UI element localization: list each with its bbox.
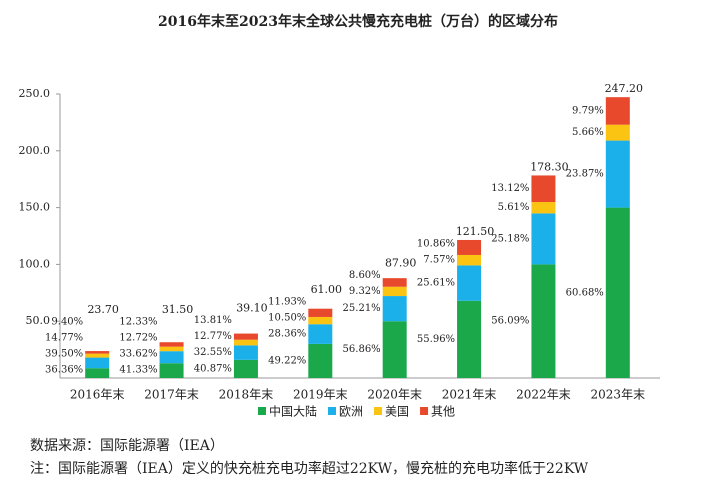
data-label: 5.66% [572,127,604,138]
y-tick-label: 50.0 [26,314,51,327]
total-label: 39.10 [236,302,268,315]
bar-segment [233,333,258,340]
data-label: 25.61% [417,278,455,289]
data-label: 39.50% [45,349,83,360]
bar-segment [159,346,184,352]
bar-segment [159,342,184,347]
bar-segment [531,202,556,214]
x-tick-label: 2020年末 [367,388,422,402]
bar-segment [85,351,110,354]
bar-segment [457,300,482,378]
bar-segment [233,339,258,346]
data-label: 33.62% [119,349,157,360]
source: 数据来源：国际能源署（IEA） [30,438,224,454]
legend-swatch [328,407,337,415]
data-label: 49.22% [268,355,306,366]
data-label: 36.36% [45,365,83,376]
data-label: 28.36% [268,329,306,340]
bar-segment [382,278,407,287]
legend-label: 中国大陆 [269,404,317,419]
data-label: 13.12% [491,183,529,194]
bar-segment [85,368,110,378]
bar-segment [85,353,110,358]
data-label: 32.55% [194,347,232,358]
total-label: 61.00 [311,283,343,296]
bar-segment [605,140,630,208]
bar-segment [531,264,556,378]
data-label: 10.50% [268,313,306,324]
bar-segment [159,363,184,378]
bar-segment [457,239,482,255]
bar-segment [605,97,630,125]
total-label: 247.20 [605,82,644,95]
data-label: 12.33% [119,317,157,328]
bar-segment [605,207,630,378]
data-label: 60.68% [566,287,604,298]
y-tick-label: 250.0 [19,87,51,100]
legend-swatch [374,407,383,415]
data-label: 25.18% [491,233,529,244]
legend-label: 欧洲 [339,405,363,419]
data-label: 41.33% [119,365,157,376]
data-label: 7.57% [423,255,455,266]
bar-segment [233,359,258,378]
bar-segment [308,316,333,325]
x-tick-label: 2018年末 [219,388,274,402]
data-label: 10.86% [417,239,455,250]
bar-segment [531,213,556,265]
x-tick-label: 2022年末 [516,388,571,402]
legend-swatch [420,407,429,415]
legend-label: 美国 [385,405,409,419]
chart-title: 2016年末至2023年末全球公共慢充充电桩（万台）的区域分布 [158,13,558,30]
data-label: 13.81% [194,315,232,326]
data-label: 23.87% [566,169,604,180]
bar-segment [85,357,110,369]
bar-segment [308,308,333,317]
bar-segment [308,324,333,344]
data-label: 5.61% [498,202,530,213]
y-tick-label: 150.0 [19,201,51,214]
data-label: 55.96% [417,334,455,345]
legend-swatch [258,407,266,415]
total-label: 121.50 [456,225,495,238]
data-label: 56.09% [491,316,529,327]
data-label: 40.87% [194,363,232,374]
bar-segment [605,124,630,141]
note: 注：国际能源署（IEA）定义的快充桩充电功率超过22KW，慢充桩的充电功率低于2… [30,460,589,477]
x-tick-label: 2021年末 [442,388,497,402]
data-label: 9.40% [51,317,83,328]
total-label: 178.30 [530,160,569,173]
bar-segment [382,321,407,378]
bar-segment [382,296,407,322]
data-label: 9.79% [572,105,604,116]
bar-segment [457,265,482,301]
x-tick-label: 2017年末 [144,388,199,402]
data-label: 8.60% [349,270,381,281]
y-tick-label: 200.0 [19,144,51,157]
data-label: 12.77% [194,331,232,342]
x-tick-label: 2016年末 [70,388,125,402]
legend-label: 其他 [431,405,455,419]
total-label: 23.70 [87,303,119,316]
y-tick-label: 100.0 [19,257,51,270]
bar-segment [382,286,407,297]
x-tick-label: 2019年末 [293,388,348,402]
data-label: 12.72% [119,333,157,344]
x-tick-label: 2023年末 [591,388,646,402]
bar-segment [308,343,333,378]
data-label: 56.86% [343,344,381,355]
bar-segment [531,175,556,203]
bar-segment [233,345,258,360]
data-label: 25.21% [343,303,381,314]
data-label: 11.93% [268,297,306,308]
data-label: 9.32% [349,286,381,297]
bar-segment [159,351,184,364]
data-label: 14.77% [45,333,83,344]
total-label: 31.50 [162,303,194,316]
bar-segment [457,254,482,266]
total-label: 87.90 [385,256,417,269]
